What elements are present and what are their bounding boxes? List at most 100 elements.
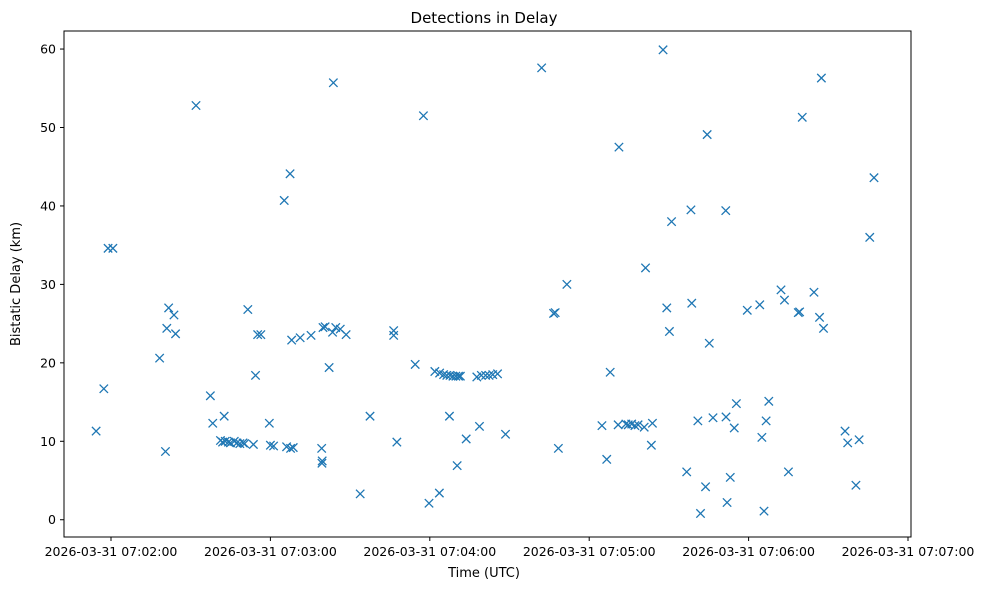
y-tick-label: 10 xyxy=(40,434,56,449)
data-point xyxy=(553,443,564,454)
data-point xyxy=(783,467,794,477)
data-point xyxy=(154,353,165,363)
data-point xyxy=(191,100,201,111)
data-point xyxy=(248,439,259,450)
data-point xyxy=(317,458,327,468)
data-point xyxy=(630,420,640,431)
data-point xyxy=(818,323,829,333)
data-point xyxy=(536,63,547,73)
data-point xyxy=(453,371,464,381)
data-point xyxy=(285,169,295,179)
data-point xyxy=(500,429,511,439)
data-point xyxy=(776,285,786,295)
data-point xyxy=(328,78,339,88)
plot-area xyxy=(63,30,912,538)
x-axis: 2026-03-31 07:02:00 2026-03-31 07:03:00 20… xyxy=(45,537,975,559)
y-axis-title: Bistatic Delay (km) xyxy=(9,222,24,346)
data-point xyxy=(708,413,718,423)
data-point xyxy=(755,300,765,310)
data-point xyxy=(108,243,118,253)
data-point xyxy=(455,371,466,381)
data-point xyxy=(759,506,769,516)
data-point xyxy=(639,422,649,432)
data-point xyxy=(252,329,263,340)
data-point xyxy=(434,488,445,498)
data-point xyxy=(646,440,657,450)
data-point xyxy=(461,434,471,444)
data-point xyxy=(869,173,879,183)
chart-title: Detections in Delay xyxy=(411,9,558,27)
data-point xyxy=(324,362,334,373)
y-tick-label: 0 xyxy=(48,512,56,527)
data-point xyxy=(250,370,261,381)
data-point xyxy=(731,398,742,409)
y-tick-label: 30 xyxy=(40,277,56,292)
data-point xyxy=(851,480,861,490)
data-point xyxy=(208,418,218,428)
data-point xyxy=(418,111,429,121)
data-point xyxy=(814,312,825,323)
data-point xyxy=(693,416,703,426)
data-point xyxy=(410,359,420,370)
data-point xyxy=(424,498,434,508)
data-point xyxy=(243,304,253,315)
data-point xyxy=(761,416,771,426)
data-point xyxy=(170,329,181,339)
data-point xyxy=(474,421,485,432)
data-point xyxy=(256,329,266,340)
x-tick-label: 2026-03-31 07:02:00 xyxy=(45,544,178,559)
data-point xyxy=(602,454,612,464)
data-point xyxy=(658,45,668,55)
data-point xyxy=(162,323,172,333)
data-point xyxy=(757,432,767,443)
data-point xyxy=(285,443,296,454)
data-point xyxy=(562,279,572,290)
data-point xyxy=(492,369,503,379)
data-point xyxy=(205,391,216,401)
data-point xyxy=(687,298,697,308)
x-tick-label: 2026-03-31 07:05:00 xyxy=(523,544,656,559)
x-tick-label: 2026-03-31 07:07:00 xyxy=(842,544,975,559)
data-point xyxy=(605,367,615,377)
data-point xyxy=(816,73,827,83)
data-point xyxy=(702,129,712,140)
data-point xyxy=(264,418,274,428)
data-point xyxy=(613,420,623,430)
data-point xyxy=(288,442,298,453)
data-point xyxy=(392,437,402,447)
data-point xyxy=(742,305,752,315)
data-point xyxy=(809,287,819,297)
data-point xyxy=(444,411,455,421)
data-point xyxy=(220,436,230,446)
x-axis-title: Time (UTC) xyxy=(447,566,520,581)
data-point xyxy=(550,307,560,318)
data-point xyxy=(451,371,461,381)
data-point xyxy=(779,295,790,305)
data-point xyxy=(725,472,735,483)
data-point xyxy=(327,327,338,337)
data-point xyxy=(268,441,279,451)
data-point xyxy=(664,326,675,337)
data-point xyxy=(764,396,774,406)
y-tick-label: 20 xyxy=(40,355,56,370)
data-point xyxy=(722,497,732,508)
data-point xyxy=(219,411,229,421)
data-point xyxy=(666,216,677,227)
data-point xyxy=(229,436,239,446)
data-point xyxy=(163,303,174,313)
data-point xyxy=(794,307,805,317)
data-point xyxy=(320,322,330,332)
data-point xyxy=(721,205,731,216)
data-point xyxy=(452,460,462,471)
data-point xyxy=(318,322,328,333)
data-point xyxy=(341,329,351,340)
data-point xyxy=(682,467,692,477)
x-tick-label: 2026-03-31 07:06:00 xyxy=(682,544,815,559)
data-point xyxy=(854,435,864,445)
data-point xyxy=(306,330,316,341)
y-tick-label: 50 xyxy=(40,120,56,135)
data-point xyxy=(797,112,807,122)
data-point xyxy=(169,310,179,320)
data-point xyxy=(865,232,875,242)
